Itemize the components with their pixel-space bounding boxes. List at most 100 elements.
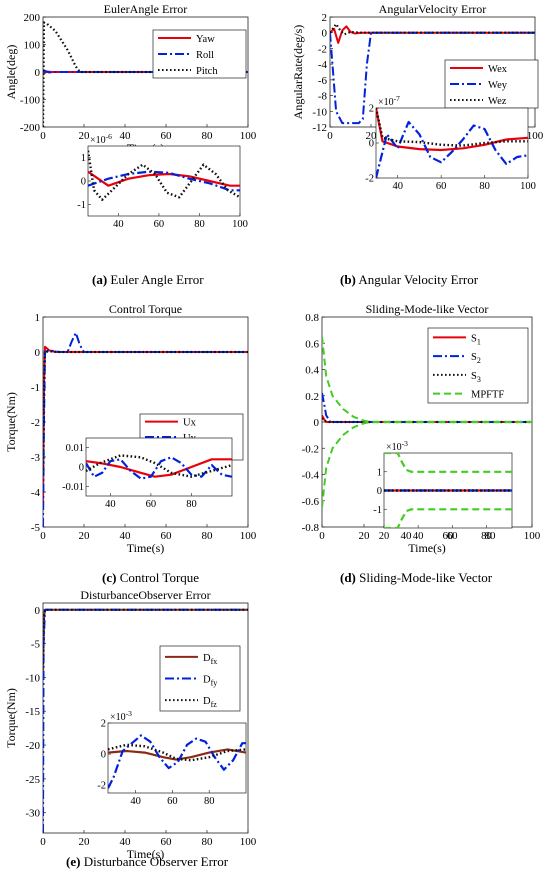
inset-y-tick-label: -1 — [373, 505, 382, 516]
inset-frame — [375, 107, 529, 179]
y-tick-label: -4 — [31, 487, 41, 499]
inset-x-tick-label: 60 — [447, 531, 458, 542]
x-axis-label: Time(s) — [127, 541, 165, 555]
x-tick-label: 80 — [202, 530, 214, 542]
legend-label: S1 — [471, 333, 481, 346]
y-tick-label: -8 — [318, 91, 328, 103]
inset-y-tick-label: -0.01 — [62, 482, 84, 493]
legend-label-subscript: fy — [211, 679, 218, 688]
inset-exponent-power: -6 — [106, 132, 112, 141]
chart-panel-a: 0 20 40 60 80 100 -200 -100 0 100 200 EulerAngle Er… — [4, 2, 257, 230]
x-tick-label: 20 — [79, 836, 91, 848]
inset-x-tick-label: 40 — [130, 796, 141, 807]
inset-series-line — [86, 456, 232, 480]
legend-label: Yaw — [196, 34, 215, 45]
inset-x-tick-label: 80 — [479, 181, 490, 192]
x-tick-label: 20 — [79, 530, 91, 542]
y-tick-label: -3 — [31, 452, 41, 464]
main-series-line — [43, 21, 248, 127]
x-tick-label: 0 — [40, 836, 46, 848]
y-tick-label: -0.2 — [302, 443, 319, 455]
chart-panel-e: 0 20 40 60 80 100-30-25-20-15-10-50Disturbanc… — [4, 588, 257, 861]
inset-y-tick-label: 1 — [81, 153, 86, 164]
x-tick-label: 100 — [240, 836, 257, 848]
y-tick-label: -200 — [20, 122, 41, 134]
legend-label-subscript: 3 — [477, 375, 481, 384]
y-tick-label: 0 — [314, 417, 320, 429]
legend-label: Roll — [196, 50, 214, 61]
inset-x-tick-label: 40 — [413, 531, 424, 542]
y-tick-label: -12 — [312, 122, 327, 134]
plot-frame — [42, 602, 249, 834]
caption-a: (a) Euler Angle Error — [92, 272, 204, 287]
x-tick-label: 80 — [202, 130, 214, 142]
chart-panel-b: 020406080100-12-10-8-6-4-202AngularVeloc… — [291, 2, 544, 192]
caption-c: (c) Control Torque — [102, 570, 200, 585]
legend-label-subscript: 2 — [477, 356, 481, 365]
y-tick-label: -2 — [318, 43, 327, 55]
inset-x-tick-label: 40 — [392, 181, 403, 192]
x-tick-label: 60 — [161, 130, 173, 142]
x-tick-label: 80 — [202, 836, 214, 848]
inset-y-tick-label: -1 — [77, 200, 86, 211]
inset-y-tick-label: 0 — [377, 486, 382, 497]
chart-title: AngularVelocity Error — [379, 2, 487, 16]
x-tick-label: 60 — [161, 530, 173, 542]
legend-label: Ux — [183, 418, 197, 429]
legend-box — [427, 327, 529, 404]
inset-series-line — [376, 120, 528, 178]
x-tick-label: 20 — [366, 130, 378, 142]
legend-label-subscript: fz — [211, 700, 218, 709]
inset-y-tick-label: 0.01 — [66, 443, 84, 454]
inset-x-tick-label: 80 — [481, 531, 492, 542]
inset-x-tick-label: 100 — [520, 181, 536, 192]
inset-series-line — [88, 150, 240, 201]
y-tick-label: -0.4 — [302, 470, 320, 482]
caption-d: (d) Sliding-Mode-like Vector — [340, 570, 493, 585]
inset-x-tick-label: 60 — [167, 796, 178, 807]
y-tick-label: -6 — [318, 75, 328, 87]
inset-x-tick-label: 80 — [204, 796, 215, 807]
y-tick-label: 0 — [35, 347, 41, 359]
legend-label-subscript: 1 — [477, 337, 481, 346]
y-tick-label: 0 — [322, 28, 328, 40]
inset-series-line — [384, 508, 512, 528]
y-tick-label: 100 — [24, 40, 41, 52]
y-tick-label: -10 — [25, 672, 40, 684]
y-tick-label: -5 — [31, 522, 41, 534]
main-series-line — [43, 331, 248, 527]
y-axis-label: Torque(Nm) — [4, 392, 18, 452]
x-tick-label: 100 — [527, 130, 544, 142]
y-tick-label: 0 — [35, 605, 41, 617]
legend-label: Wey — [488, 80, 508, 91]
inset-y-tick-label: 2 — [369, 104, 374, 115]
inset-x-tick-label: 60 — [146, 499, 157, 510]
x-axis-label: Time(s) — [127, 847, 165, 861]
x-tick-label: 60 — [443, 530, 455, 542]
legend-label: Wex — [488, 64, 508, 75]
inset-x-tick-label: 80 — [194, 219, 205, 230]
x-tick-label: 0 — [319, 530, 325, 542]
y-tick-label: -20 — [25, 740, 40, 752]
x-tick-label: 40 — [401, 530, 413, 542]
legend-label: MPFTF — [471, 390, 504, 401]
y-tick-label: 0.8 — [305, 312, 319, 324]
inset-y-tick-label: -2 — [365, 174, 374, 185]
main-series-line — [330, 23, 535, 36]
inset-series-line — [108, 748, 246, 761]
chart-panel-c: 0 20 40 60 80 100 -5 -4 -3 -2 -1 0 1 Control Torque Ti… — [4, 302, 257, 555]
y-tick-label: -100 — [20, 95, 41, 107]
main-series-line — [43, 69, 248, 74]
y-tick-label: -30 — [25, 808, 40, 820]
chart-title: EulerAngle Error — [104, 2, 188, 16]
inset-x-tick-label: 80 — [186, 499, 197, 510]
inset-y-tick-label: 0 — [369, 139, 374, 150]
chart-title: Sliding-Mode-like Vector — [366, 302, 489, 316]
x-tick-label: 100 — [240, 130, 257, 142]
y-tick-label: 0 — [35, 67, 41, 79]
legend-label-subscript: fx — [211, 657, 218, 666]
y-tick-label: 2 — [322, 12, 328, 24]
legend-label: S2 — [471, 352, 481, 365]
y-tick-label: 0.6 — [305, 338, 319, 350]
y-tick-label: 0.2 — [305, 391, 319, 403]
